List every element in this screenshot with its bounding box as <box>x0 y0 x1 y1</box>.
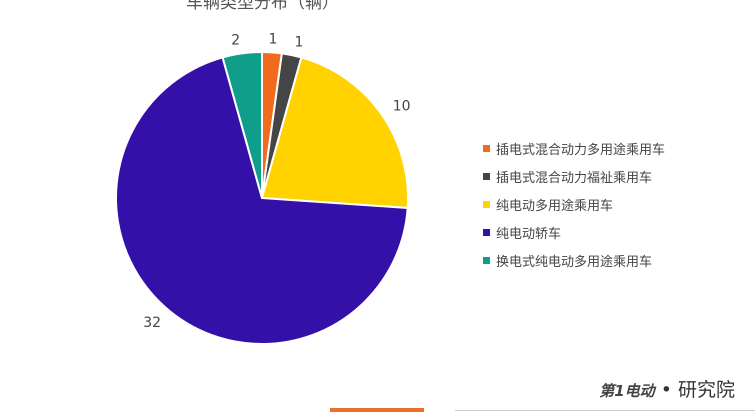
accent-bar <box>330 408 424 412</box>
legend-item: 插电式混合动力福祉乘用车 <box>483 162 665 190</box>
data-label: 32 <box>143 315 161 331</box>
data-label: 10 <box>393 99 411 115</box>
pie-slice <box>221 50 263 199</box>
legend-label: 插电式混合动力福祉乘用车 <box>496 170 653 186</box>
legend-swatch <box>483 256 490 264</box>
legend-item: 换电式纯电动多用途乘用车 <box>483 246 665 274</box>
brand-mark: 第1电动 <box>599 382 655 400</box>
data-label: 1 <box>268 31 277 47</box>
data-label: 2 <box>231 32 240 48</box>
legend-label: 插电式混合动力多用途乘用车 <box>496 142 666 158</box>
brand-logo: 第1电动 • 研究院 <box>599 375 735 402</box>
legend-swatch <box>483 172 490 180</box>
pie-slice <box>115 56 409 345</box>
legend-item: 纯电动多用途乘用车 <box>483 190 665 218</box>
pie-slice <box>260 56 409 210</box>
legend-item: 纯电动轿车 <box>483 218 665 246</box>
brand-name: 研究院 <box>677 379 735 401</box>
legend: 插电式混合动力多用途乘用车 插电式混合动力福祉乘用车 纯电动多用途乘用车 纯电动轿车换… <box>483 134 665 274</box>
brand-sep: • <box>660 379 672 401</box>
data-label: 1 <box>295 34 304 50</box>
divider <box>455 410 755 411</box>
legend-item: 插电式混合动力多用途乘用车 <box>483 134 665 162</box>
legend-swatch <box>483 228 490 236</box>
legend-swatch <box>483 200 490 208</box>
legend-label: 纯电动轿车 <box>496 226 562 242</box>
legend-label: 纯电动多用途乘用车 <box>496 198 614 214</box>
chart-title: 车辆类型分布（辆） <box>186 0 339 13</box>
legend-label: 换电式纯电动多用途乘用车 <box>496 254 653 270</box>
legend-swatch <box>483 144 490 152</box>
